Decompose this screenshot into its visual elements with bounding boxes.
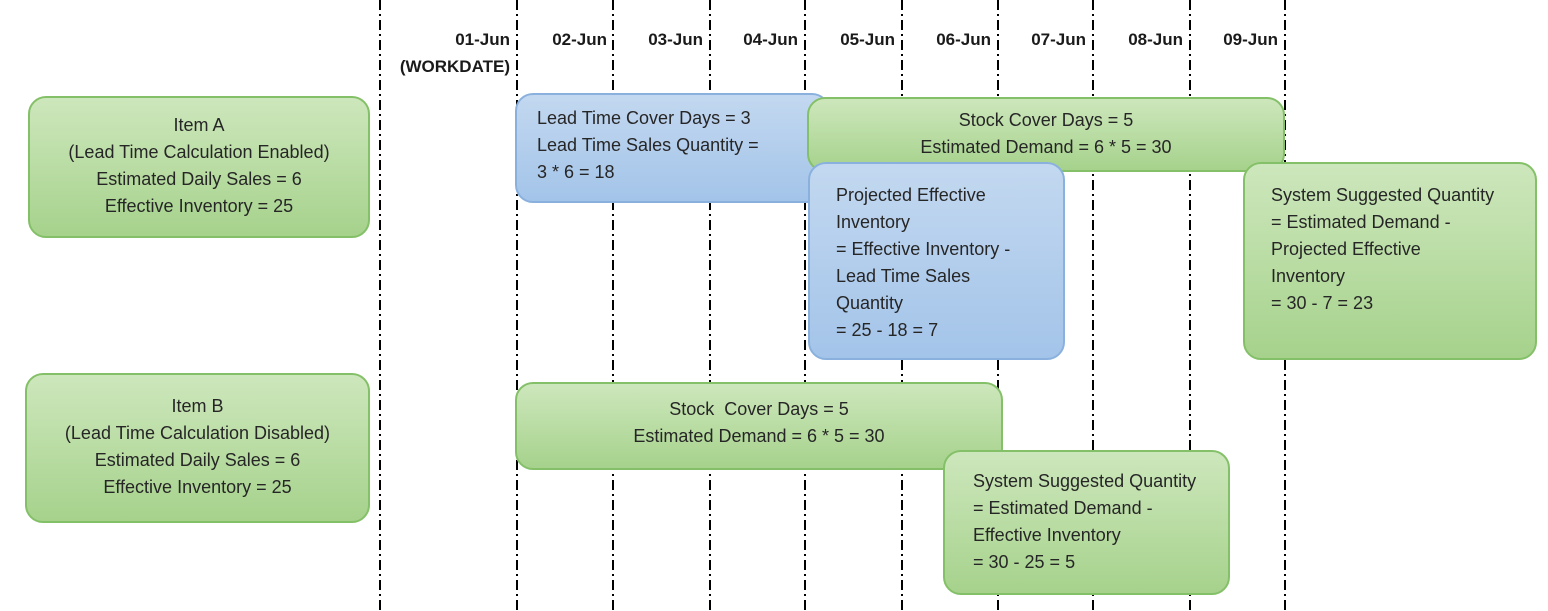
system-suggested-quantity-box-item-a: System Suggested Quantity = Estimated De… <box>1243 162 1537 360</box>
stock-cover-box-item-a: Stock Cover Days = 5 Estimated Demand = … <box>807 97 1285 172</box>
date-label-03-jun: 03-Jun <box>648 30 703 49</box>
date-label-05-jun: 05-Jun <box>840 30 895 49</box>
item-a-info-box: Item A (Lead Time Calculation Enabled) E… <box>28 96 370 238</box>
workdate-label: (WORKDATE) <box>399 57 510 76</box>
stock-cover-box-item-b: Stock Cover Days = 5 Estimated Demand = … <box>515 382 1003 470</box>
date-label-09-jun: 09-Jun <box>1223 30 1278 49</box>
date-label-07-jun: 07-Jun <box>1031 30 1086 49</box>
system-suggested-quantity-box-item-b: System Suggested Quantity = Estimated De… <box>943 450 1230 595</box>
date-label-08-jun: 08-Jun <box>1128 30 1183 49</box>
projected-effective-inventory-box-item-a: Projected Effective Inventory = Effectiv… <box>808 162 1065 360</box>
lead-time-cover-box-item-a: Lead Time Cover Days = 3 Lead Time Sales… <box>515 93 830 203</box>
date-label-02-jun: 02-Jun <box>552 30 607 49</box>
date-label-01-jun: 01-Jun <box>455 30 510 49</box>
item-b-info-box: Item B (Lead Time Calculation Disabled) … <box>25 373 370 523</box>
date-label-06-jun: 06-Jun <box>936 30 991 49</box>
date-label-04-jun: 04-Jun <box>743 30 798 49</box>
